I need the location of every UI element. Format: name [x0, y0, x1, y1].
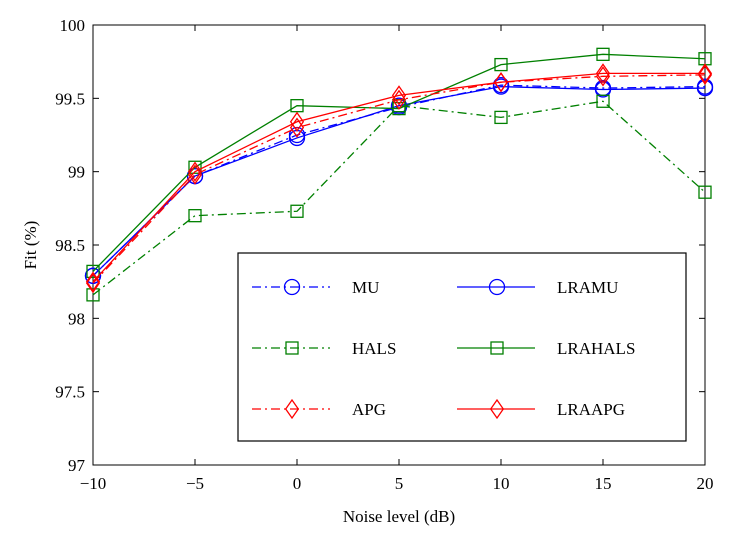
data-point-hals — [86, 288, 100, 302]
data-point-lraapg — [595, 63, 611, 84]
data-point-hals — [596, 94, 610, 108]
data-point-lraapg — [85, 271, 101, 292]
x-tick-label: −5 — [186, 474, 204, 493]
y-tick-label: 98 — [68, 309, 85, 328]
series-line-lramu — [92, 85, 706, 277]
legend-item-lraapg: LRAAPG — [457, 398, 625, 420]
data-point-hals — [494, 110, 508, 125]
series-layer — [84, 47, 714, 302]
legend-box — [237, 252, 687, 442]
legend-marker-lramu — [488, 278, 506, 296]
legend-label-lraapg: LRAAPG — [557, 400, 625, 419]
data-point-lrahals — [188, 160, 202, 174]
y-tick-label: 100 — [60, 16, 86, 35]
data-point-hals — [698, 185, 712, 199]
legend-label-apg: APG — [352, 400, 386, 419]
x-tick-label: 15 — [595, 474, 612, 493]
x-tick-label: 10 — [493, 474, 510, 493]
data-point-lraapg — [187, 161, 203, 182]
y-axis-label: Fit (%) — [21, 221, 40, 270]
legend-label-lramu: LRAMU — [557, 278, 618, 297]
y-tick-label: 98.5 — [55, 236, 85, 255]
legend-item-lrahals: LRAHALS — [457, 339, 635, 358]
series-line-hals — [92, 100, 706, 296]
legend-label-mu: MU — [352, 278, 379, 297]
data-point-hals — [188, 209, 202, 223]
data-point-apg — [187, 164, 203, 185]
legend-marker-lraapg — [489, 398, 505, 420]
legend-marker-mu — [283, 278, 301, 296]
y-tick-label: 97 — [68, 456, 86, 475]
legend-item-hals: HALS — [252, 339, 396, 358]
axis-ticks — [92, 24, 706, 466]
data-point-lramu — [492, 78, 510, 95]
series-lraapg — [85, 63, 713, 292]
data-point-lramu — [696, 79, 714, 97]
y-tick-label: 97.5 — [55, 383, 85, 402]
x-axis-label: Noise level (dB) — [343, 507, 455, 526]
y-tick-label: 99 — [68, 163, 85, 182]
data-point-apg — [697, 64, 713, 86]
legend-item-mu: MU — [252, 278, 379, 297]
data-point-lraapg — [493, 72, 509, 93]
x-tick-label: 5 — [395, 474, 404, 493]
legend-marker-lrahals — [490, 341, 504, 355]
legend: MU LRAMU HALS LRAHALS APG LRAAPG — [237, 252, 687, 442]
legend-item-lramu: LRAMU — [457, 278, 618, 297]
legend-marker-apg — [284, 398, 300, 420]
data-point-lrahals — [86, 264, 100, 279]
data-point-lraapg — [391, 85, 407, 106]
data-point-lrahals — [494, 57, 508, 72]
data-point-lraapg — [697, 63, 713, 84]
legend-label-hals: HALS — [352, 339, 396, 358]
series-line-mu — [92, 84, 706, 277]
x-tick-label: 20 — [697, 474, 714, 493]
data-point-hals — [290, 204, 304, 218]
series-line-apg — [92, 74, 706, 284]
legend-marker-hals — [285, 341, 299, 355]
data-point-lramu — [84, 267, 102, 284]
x-tick-label: −10 — [80, 474, 107, 493]
x-tick-label: 0 — [293, 474, 302, 493]
data-point-lrahals — [596, 47, 610, 61]
legend-item-apg: APG — [252, 398, 386, 420]
data-point-lraapg — [289, 111, 305, 132]
y-tick-label: 99.5 — [55, 89, 85, 108]
data-point-lrahals — [392, 101, 406, 116]
axis-tick-labels: −10 −5 0 5 10 15 20 97 97.5 98 98.5 99 99.5 100 — [55, 16, 713, 493]
series-line-lraapg — [92, 72, 705, 283]
data-point-apg — [85, 272, 101, 294]
legend-label-lrahals: LRAHALS — [557, 339, 635, 358]
